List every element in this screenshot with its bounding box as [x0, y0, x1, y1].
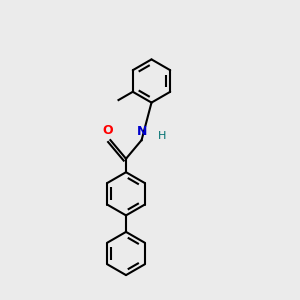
Text: O: O — [103, 124, 113, 136]
Text: N: N — [136, 125, 147, 138]
Text: H: H — [158, 131, 166, 141]
